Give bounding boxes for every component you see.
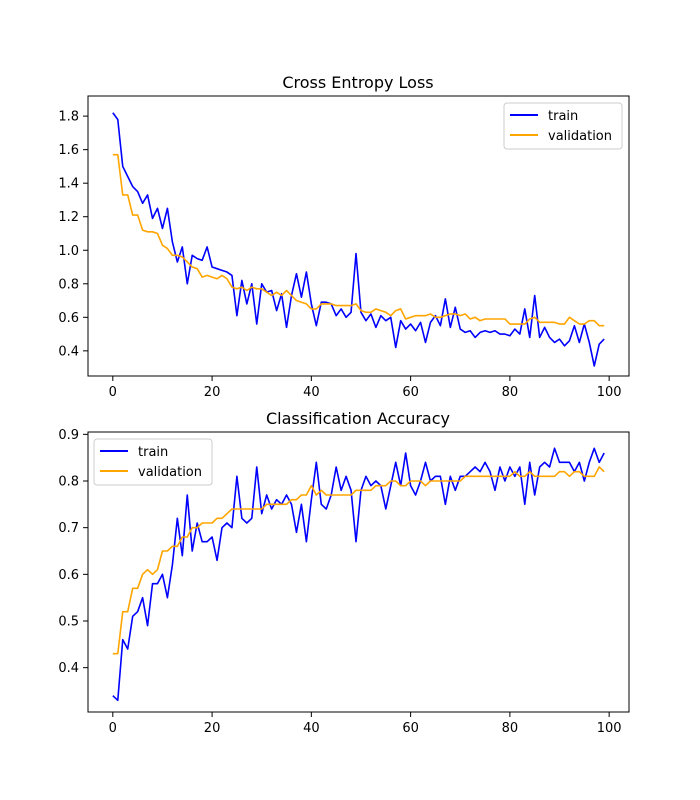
loss-legend-train-label: train <box>548 109 578 124</box>
accuracy-ytick-label: 0.5 <box>58 615 79 630</box>
loss-xtick-label: 40 <box>303 385 320 400</box>
loss-ytick-label: 0.6 <box>58 311 79 326</box>
loss-ytick-label: 1.4 <box>58 177 79 192</box>
accuracy-ytick-label: 0.6 <box>58 568 79 583</box>
accuracy-chart-title: Classification Accuracy <box>266 409 450 428</box>
accuracy-xtick-label: 100 <box>597 721 622 736</box>
loss-chart-title: Cross Entropy Loss <box>282 73 433 92</box>
loss-ytick-label: 1.6 <box>58 143 79 158</box>
loss-xtick-label: 20 <box>204 385 221 400</box>
accuracy-axis-ticks: 0 20 40 60 80 100 0.4 0.5 0.6 0.7 0.8 0.9 <box>58 428 621 736</box>
accuracy-xtick-label: 60 <box>402 721 419 736</box>
accuracy-legend-validation-label: validation <box>138 465 202 480</box>
loss-xtick-label: 0 <box>109 385 117 400</box>
loss-xtick-label: 100 <box>597 385 622 400</box>
accuracy-plot-frame <box>87 431 630 713</box>
loss-ytick-label: 1.2 <box>58 210 79 225</box>
loss-train-line <box>112 112 605 367</box>
loss-legend: train validation <box>503 102 623 150</box>
accuracy-train-line <box>112 447 605 702</box>
accuracy-series-lines <box>112 447 605 702</box>
loss-legend-validation-label: validation <box>548 129 612 144</box>
accuracy-legend-train-label: train <box>138 445 168 460</box>
loss-panel: Cross Entropy Loss 0 20 40 60 80 100 0.4 0.6 0.8… <box>58 73 630 400</box>
accuracy-xtick-label: 40 <box>303 721 320 736</box>
accuracy-xtick-label: 0 <box>109 721 117 736</box>
loss-xtick-label: 80 <box>502 385 519 400</box>
loss-plot-frame <box>87 95 630 377</box>
accuracy-xtick-label: 80 <box>502 721 519 736</box>
loss-ytick-label: 1.8 <box>58 110 79 125</box>
accuracy-ytick-label: 0.8 <box>58 475 79 490</box>
loss-validation-line <box>112 153 605 327</box>
loss-ytick-label: 0.4 <box>58 344 79 359</box>
loss-axis-ticks: 0 20 40 60 80 100 0.4 0.6 0.8 1.0 1.2 1.4 1.6 1.8 <box>58 110 621 400</box>
loss-ytick-label: 0.8 <box>58 277 79 292</box>
loss-xtick-label: 60 <box>402 385 419 400</box>
accuracy-validation-line <box>112 466 605 655</box>
accuracy-ytick-label: 0.7 <box>58 521 79 536</box>
accuracy-ytick-label: 0.4 <box>58 661 79 676</box>
accuracy-panel: Classification Accuracy 0 20 40 60 80 1000.40… <box>58 409 630 736</box>
accuracy-legend: train validation <box>93 438 213 486</box>
loss-ytick-label: 1.0 <box>58 244 79 259</box>
loss-series-lines <box>112 112 605 367</box>
accuracy-ytick-label: 0.9 <box>58 428 79 443</box>
accuracy-xtick-label: 20 <box>204 721 221 736</box>
